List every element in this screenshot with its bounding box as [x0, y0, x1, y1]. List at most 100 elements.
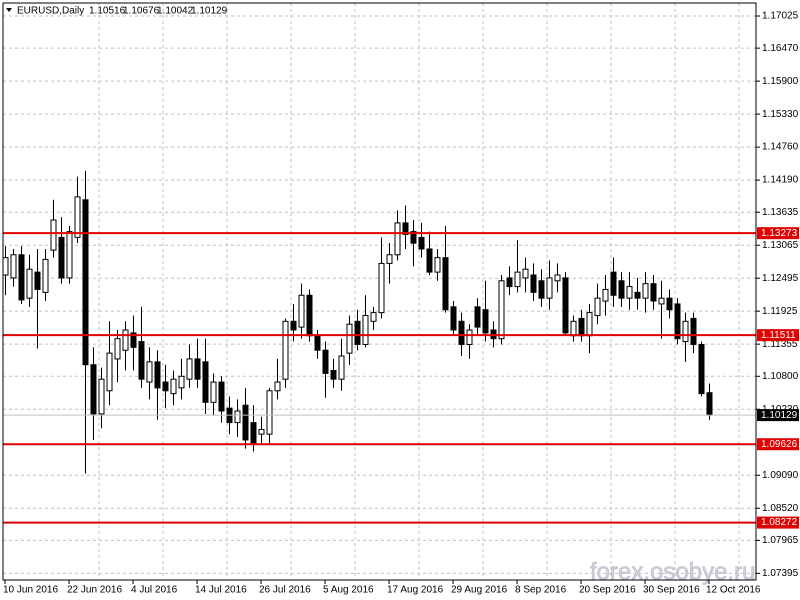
candle-body — [690, 317, 697, 345]
header-open: 1.10516 — [89, 6, 126, 17]
x-tick-label: 30 Sep 2016 — [643, 585, 700, 596]
candle-body — [306, 294, 313, 337]
header-low: 1.10042 — [157, 6, 194, 17]
y-tick-label: 1.15900 — [762, 76, 799, 87]
candle-body — [10, 254, 17, 279]
candle-body — [650, 283, 657, 302]
candle-body — [106, 352, 113, 392]
y-tick-label: 1.11925 — [762, 306, 798, 317]
x-tick-label: 4 Jul 2016 — [131, 585, 178, 596]
candle-body — [498, 280, 505, 340]
candle-body — [50, 219, 57, 251]
candle-body — [130, 332, 137, 348]
level-label: 1.09626 — [761, 439, 798, 450]
level-label-box — [757, 329, 799, 342]
candle-body — [210, 381, 217, 403]
candle-body — [402, 222, 409, 235]
candle-body — [394, 222, 401, 256]
x-tick-label: 5 Aug 2016 — [323, 585, 374, 596]
y-tick-label: 1.08520 — [762, 503, 799, 514]
candle-body — [538, 280, 545, 299]
candle-body — [602, 288, 609, 302]
candle-body — [122, 329, 129, 351]
x-tick-label: 14 Jul 2016 — [195, 585, 247, 596]
x-tick-label: 10 Jun 2016 — [3, 585, 58, 596]
candle-body — [426, 248, 433, 273]
candle-body — [2, 257, 9, 276]
candle-body — [322, 349, 329, 374]
y-tick-label: 1.07395 — [762, 568, 799, 579]
candle-body — [18, 254, 25, 301]
y-tick-label: 1.16470 — [762, 43, 799, 54]
candle-body — [666, 297, 673, 311]
candle-body — [298, 294, 305, 328]
candle-body — [274, 381, 281, 392]
candle-body — [258, 429, 265, 435]
candle-body — [202, 361, 209, 403]
candle-body — [218, 381, 225, 412]
frame — [2, 2, 757, 581]
candle-body — [450, 306, 457, 331]
y-tick-label: 1.11355 — [762, 339, 798, 350]
candle-body — [354, 320, 361, 345]
candle-body — [162, 381, 169, 392]
candle-body — [706, 392, 713, 416]
candle-body — [194, 358, 201, 380]
candle-body — [346, 323, 353, 354]
candle-body — [682, 320, 689, 343]
candle-body — [170, 378, 177, 395]
symbol-title: EURUSD,Daily — [17, 6, 84, 17]
level-label: 1.08272 — [761, 517, 798, 528]
candle-body — [570, 320, 577, 337]
y-tick-label: 1.14190 — [762, 175, 799, 186]
candle-body — [282, 320, 289, 380]
candle-body — [554, 274, 561, 282]
candle-body — [634, 291, 641, 299]
candle-body — [474, 306, 481, 328]
candle-body — [242, 404, 249, 441]
candle-body — [626, 286, 633, 299]
candle-body — [74, 196, 81, 238]
y-tick-label: 1.14760 — [762, 142, 799, 153]
candle-body — [466, 329, 473, 345]
candle-body — [410, 231, 417, 244]
x-tick-label: 22 Jun 2016 — [67, 585, 122, 596]
y-tick-label: 1.13635 — [762, 207, 799, 218]
candle-body — [154, 361, 161, 389]
candle-body — [90, 364, 97, 415]
candle-body — [698, 343, 705, 395]
candle-body — [378, 262, 385, 314]
candle-body — [266, 390, 273, 435]
y-tick-label: 1.07965 — [762, 535, 799, 546]
y-tick-label: 1.12495 — [762, 273, 799, 284]
candle-body — [562, 277, 569, 334]
candle-body — [338, 355, 345, 380]
candle-body — [138, 341, 145, 380]
candle-body — [482, 309, 489, 334]
candle-body — [578, 317, 585, 337]
x-tick-label: 29 Aug 2016 — [451, 585, 508, 596]
candle-body — [506, 277, 513, 288]
candle-body — [514, 271, 521, 288]
header-high: 1.10676 — [123, 6, 160, 17]
x-tick-label: 17 Aug 2016 — [387, 585, 444, 596]
candle-body — [642, 283, 649, 299]
candle-body — [146, 361, 153, 383]
candle-body — [530, 274, 537, 293]
candle-body — [586, 312, 593, 337]
x-tick-label: 26 Jul 2016 — [259, 585, 311, 596]
candle-body — [674, 303, 681, 340]
candle-body — [114, 338, 121, 360]
plot — [2, 170, 756, 524]
header-close: 1.10129 — [191, 6, 228, 17]
level-label-box — [757, 438, 799, 451]
y-tick-label: 1.17025 — [762, 11, 799, 22]
candle-body — [186, 358, 193, 380]
candle-body — [234, 410, 241, 424]
x-tick-label: 12 Oct 2016 — [706, 585, 761, 596]
y-tick-label: 1.10800 — [762, 371, 799, 382]
candle-body — [458, 320, 465, 345]
level-label-box — [757, 227, 799, 240]
